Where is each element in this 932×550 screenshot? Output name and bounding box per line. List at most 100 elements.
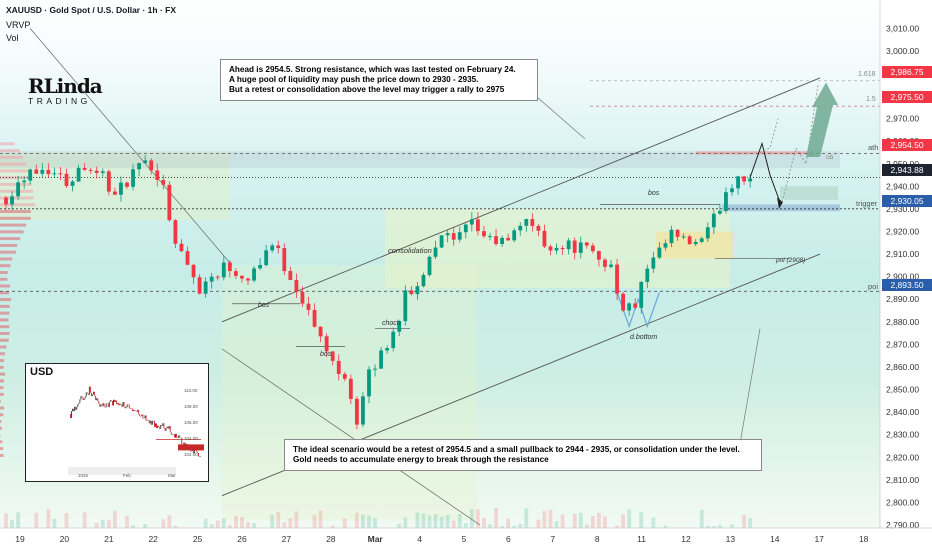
vrvp-indicator-label[interactable]: VRVP <box>6 20 31 30</box>
volume-bar <box>572 513 577 540</box>
bottom-analysis-note: The ideal scenario would be a retest of … <box>284 439 762 471</box>
volume-bar <box>433 514 438 540</box>
volume-bar <box>421 513 426 540</box>
inset-candle <box>79 399 81 403</box>
inset-candle <box>149 420 151 424</box>
y-tick-label: 2,830.00 <box>886 430 919 440</box>
vrvp-bar <box>0 420 2 423</box>
inset-candle <box>143 417 145 419</box>
candle-body <box>22 180 27 183</box>
inset-candle <box>129 408 131 410</box>
candle-body <box>645 268 650 282</box>
candle-body <box>409 290 414 295</box>
zone-poi <box>656 231 734 259</box>
vrvp-bar <box>0 230 24 234</box>
inset-y-label: 108.00 <box>184 404 198 409</box>
candle-body <box>76 167 81 182</box>
inset-candle <box>106 403 108 405</box>
projection-path-main <box>749 141 781 203</box>
candle-body <box>554 247 559 251</box>
volume-bar <box>524 508 529 540</box>
candle-body <box>34 169 39 174</box>
poi-level-label: poi <box>868 282 879 291</box>
ob-label: ob <box>826 154 834 161</box>
y-tick-label: 2,880.00 <box>886 317 919 327</box>
inset-volume <box>68 467 176 475</box>
vrvp-bar <box>0 426 2 430</box>
projection-path-rally <box>781 84 819 203</box>
inset-candle <box>102 403 104 406</box>
inset-candle <box>176 433 177 438</box>
y-tick-label: 2,910.00 <box>886 249 919 259</box>
candle-body <box>149 160 154 171</box>
volume-bar <box>560 514 565 540</box>
inset-candle <box>80 396 82 400</box>
candle-body <box>209 276 214 282</box>
double-bottom-shape <box>616 292 660 329</box>
candle-body <box>131 169 135 187</box>
candle-body <box>633 303 638 308</box>
candle-body <box>28 169 33 181</box>
top-note-line-1: Ahead is 2954.5. Strong resistance, whic… <box>229 65 516 74</box>
candle-body <box>415 286 420 295</box>
x-tick-label: 13 <box>726 534 736 544</box>
inset-candle <box>145 415 147 421</box>
candle-body <box>621 293 625 311</box>
vrvp-bar <box>0 406 5 410</box>
volume-bar <box>16 512 20 540</box>
inset-candle <box>86 392 88 394</box>
volume-bar <box>742 514 746 540</box>
vrvp-bar <box>0 359 5 363</box>
logo-wordmark: RLinda <box>28 74 103 98</box>
vrvp-bar <box>0 155 23 159</box>
inset-candle <box>108 401 110 408</box>
candle-body <box>421 274 426 287</box>
vrvp-bar <box>0 331 10 335</box>
inset-candle <box>127 404 129 406</box>
inset-candle <box>164 428 166 431</box>
candle-body <box>615 264 619 294</box>
inset-candle <box>130 408 132 410</box>
usd-inset-chart[interactable]: USD 110.00 108.00 106.00 104.00 102.00 2025 Fe… <box>25 363 209 482</box>
candle-body <box>161 180 166 185</box>
inset-candle <box>190 450 192 452</box>
vrvp-bar <box>0 250 16 254</box>
vrvp-bar <box>0 223 27 227</box>
volume-bar <box>597 512 601 540</box>
candle-body <box>137 163 141 170</box>
candle-body <box>488 236 492 238</box>
candle-body <box>52 173 57 175</box>
inset-candle <box>82 397 84 400</box>
candle-body <box>669 229 674 244</box>
y-tick-label: 2,950.00 <box>886 159 919 169</box>
candle-body <box>167 184 172 221</box>
x-tick-label: 6 <box>506 534 511 544</box>
bullish-target-arrow <box>806 82 838 157</box>
badge-current-price: 2,943.88 <box>882 164 932 176</box>
vrvp-bar <box>0 453 4 457</box>
inset-x-label: Mar <box>168 473 176 478</box>
vrvp-bar <box>0 318 9 322</box>
inset-candle <box>152 420 154 422</box>
candle-body <box>451 233 456 240</box>
candle-body <box>609 264 613 267</box>
inset-candle <box>138 409 140 415</box>
candle-body <box>469 219 474 225</box>
inset-candle <box>92 394 93 396</box>
volume-bar <box>294 511 299 540</box>
inset-candle <box>135 410 136 412</box>
volume-indicator-label[interactable]: Vol <box>6 33 19 43</box>
candle-body <box>518 225 523 231</box>
x-tick-label: Mar <box>368 534 384 544</box>
volume-bar <box>167 515 172 540</box>
inset-candle <box>72 408 73 412</box>
inset-candle <box>139 414 141 417</box>
inset-candle <box>173 434 175 438</box>
candle-body <box>264 250 269 266</box>
inset-candle <box>167 426 169 429</box>
inset-candle <box>109 400 111 402</box>
candle-body <box>276 245 281 249</box>
inset-candle <box>151 420 153 425</box>
vrvp-bar <box>0 203 36 207</box>
